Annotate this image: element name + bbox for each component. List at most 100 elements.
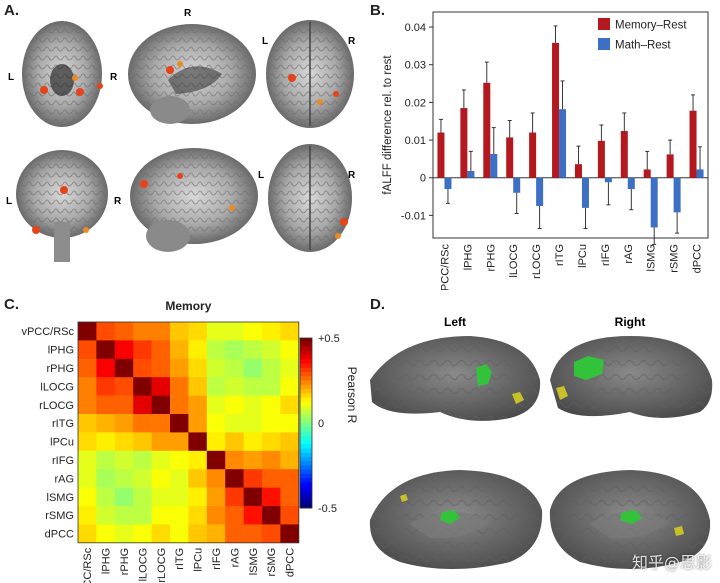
colorbar-segment <box>300 482 312 488</box>
heatmap-cell <box>170 450 189 470</box>
heatmap-cell <box>206 524 226 544</box>
colorbar-frame <box>299 337 313 509</box>
heatmap-cell <box>280 469 300 488</box>
bar <box>437 132 445 178</box>
heatmap-cell <box>206 395 226 415</box>
bar <box>673 177 681 213</box>
heatmap-cell <box>206 377 226 396</box>
legend-label: Math–Rest <box>615 40 671 52</box>
heatmap-cell <box>78 377 97 396</box>
heatmap-cell <box>133 506 152 525</box>
panel-d-surfaces: Left Right <box>369 315 713 569</box>
heatmap-cell <box>170 469 189 488</box>
heatmap-cell <box>151 487 171 507</box>
heatmap-cell <box>188 487 208 507</box>
heatmap-cell <box>114 524 134 544</box>
heatmap-cell <box>262 487 281 507</box>
colorbar-segment <box>300 350 312 356</box>
colorbar-segment <box>300 393 312 398</box>
heatmap-cell <box>280 414 300 433</box>
heatmap-cell <box>206 414 226 433</box>
heatmap-row-label: dPCC <box>45 529 74 541</box>
x-tick-label: rITG <box>554 244 566 266</box>
heatmap-cell <box>188 322 208 341</box>
heatmap-cell <box>114 340 134 360</box>
heatmap-cell <box>206 322 226 341</box>
heatmap-cell <box>133 450 152 470</box>
heatmap-cell <box>133 395 152 415</box>
heatmap-cell <box>96 377 116 396</box>
heatmap-cell <box>170 377 189 396</box>
colorbar-segment <box>300 367 312 373</box>
bar <box>483 82 491 178</box>
sagittal-slice-1 <box>128 24 256 124</box>
axial2-left-label: L <box>262 36 268 47</box>
heatmap-row-label: lSMG <box>47 492 75 504</box>
colorbar-segment <box>300 401 312 407</box>
surface-right-title: Right <box>615 315 646 329</box>
y-tick-label: 0 <box>420 173 426 185</box>
colorbar-segment <box>300 346 312 352</box>
plot-frame <box>432 11 709 239</box>
heatmap-cell <box>188 469 208 488</box>
colorbar-tick-label: 0 <box>318 418 324 430</box>
heatmap-cell <box>133 340 152 360</box>
heatmap-cell <box>78 322 97 341</box>
heatmap-cell <box>151 322 171 341</box>
heatmap-cell <box>262 469 281 488</box>
heatmap-cell <box>96 524 116 544</box>
heatmap-cell <box>280 340 300 360</box>
heatmap-cell <box>78 414 97 433</box>
heatmap-cell <box>280 322 300 341</box>
x-tick-label: lPHG <box>462 244 474 270</box>
heatmap-col-label: lLOCG <box>137 548 149 582</box>
y-tick-label: 0.04 <box>405 22 426 34</box>
heatmap-cell <box>280 487 300 507</box>
heatmap-col-label: vPCC/RSc <box>82 547 94 583</box>
colorbar-segment <box>300 414 312 420</box>
heatmap-cell <box>188 524 208 544</box>
bar <box>627 177 635 190</box>
colorbar-segment <box>300 384 312 390</box>
heatmap-col-label: rPHG <box>119 548 131 576</box>
bar <box>467 170 475 178</box>
heatmap-cell <box>188 506 208 525</box>
heatmap-cell <box>96 395 116 415</box>
heatmap-row-label: rITG <box>52 418 74 430</box>
heatmap-cell <box>243 506 263 525</box>
heatmap-cell <box>170 340 189 360</box>
x-tick-label: rPHG <box>485 244 497 272</box>
heatmap-cell <box>151 340 171 360</box>
heatmap-col-label: lSMG <box>248 548 260 576</box>
heatmap-row-label: rAG <box>54 473 74 485</box>
axial3-left-label: L <box>258 170 264 181</box>
heatmap-row-label: rPHG <box>47 363 75 375</box>
watermark: 知乎@思影 <box>631 553 712 572</box>
y-tick-label: 0.01 <box>405 135 426 147</box>
heatmap-cell <box>78 469 97 488</box>
heatmap-row-label: lPCu <box>50 437 74 449</box>
heatmap-cell <box>96 322 116 341</box>
left-lateral-surface <box>370 336 541 421</box>
colorbar-label: Pearson R <box>345 367 359 424</box>
colorbar-segment <box>300 486 312 492</box>
heatmap-cell <box>78 506 97 525</box>
heatmap-cell <box>262 395 281 415</box>
heatmap-cell <box>96 432 116 452</box>
heatmap-cell <box>243 340 263 360</box>
heatmap-cell <box>170 432 189 452</box>
panel-c-label: C. <box>4 296 19 313</box>
colorbar-segment <box>300 457 312 462</box>
heatmap-cell <box>225 395 244 415</box>
right-lateral-surface <box>550 336 713 418</box>
heatmap-cell <box>280 377 300 396</box>
heatmap-cell <box>262 506 281 525</box>
heatmap-cell <box>188 358 208 378</box>
colorbar-segment <box>300 359 312 364</box>
heatmap-cell <box>114 506 134 525</box>
colorbar-segment <box>300 431 312 437</box>
heatmap-cell <box>133 358 152 378</box>
heatmap-cell <box>225 414 244 433</box>
heatmap-cell <box>243 469 263 488</box>
heatmap-cell <box>96 506 116 525</box>
